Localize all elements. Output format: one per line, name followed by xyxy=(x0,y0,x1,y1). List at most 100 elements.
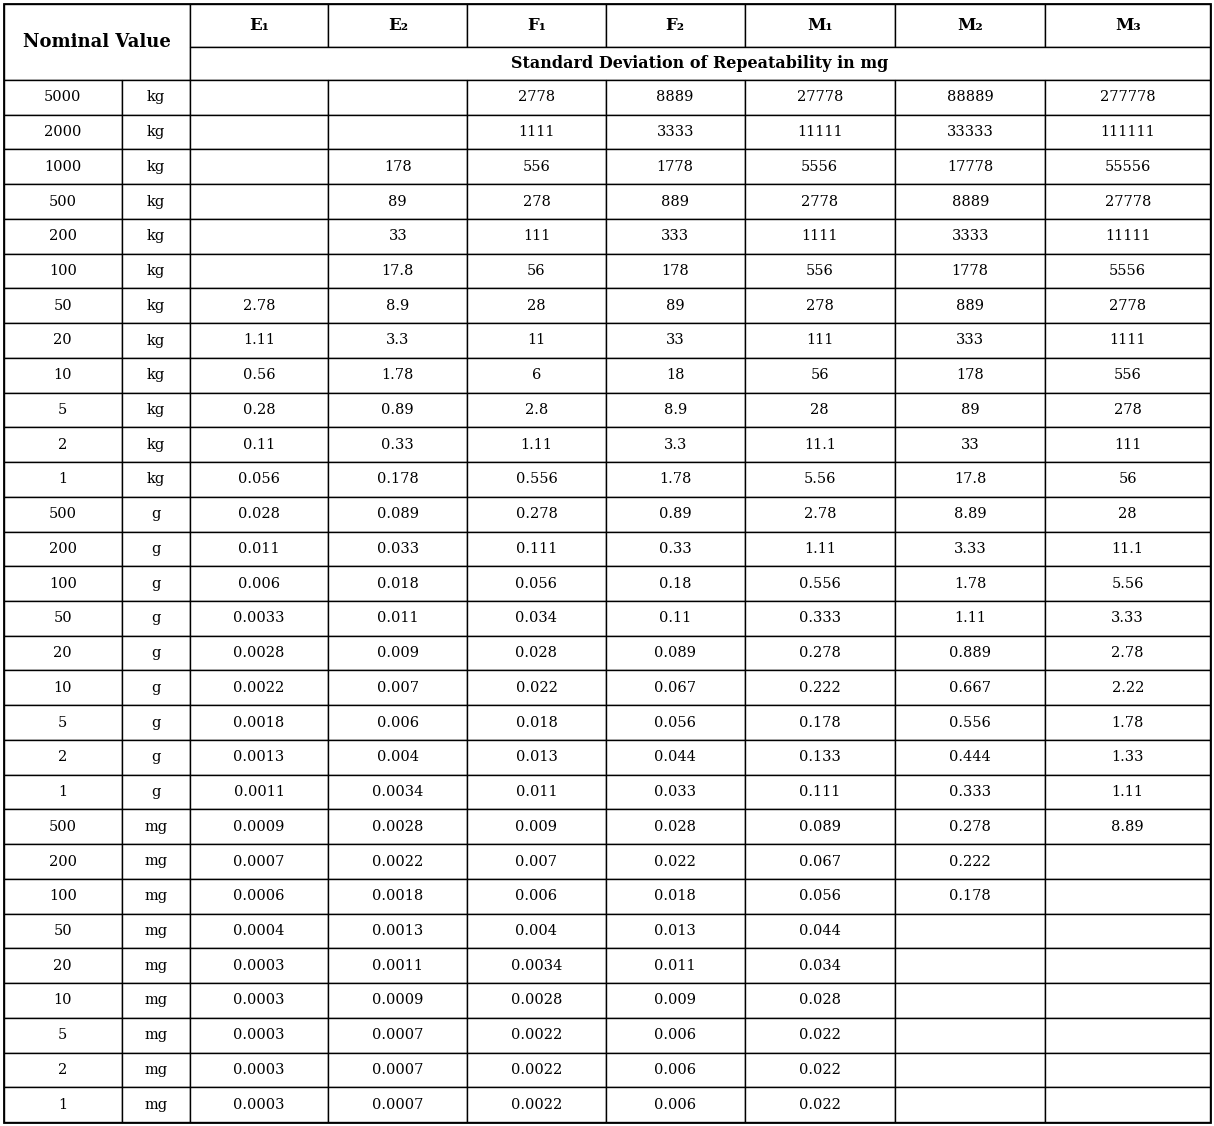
Text: 0.006: 0.006 xyxy=(654,1098,697,1111)
Text: 178: 178 xyxy=(957,368,985,382)
Bar xyxy=(467,1088,606,1121)
Text: 0.018: 0.018 xyxy=(516,715,557,730)
Bar xyxy=(606,80,744,115)
Text: 0.0022: 0.0022 xyxy=(373,855,424,868)
Text: kg: kg xyxy=(147,90,165,105)
Bar xyxy=(895,185,1045,218)
Text: 0.56: 0.56 xyxy=(243,368,276,382)
Bar xyxy=(1045,253,1210,288)
Bar xyxy=(4,810,121,844)
Text: 0.0007: 0.0007 xyxy=(371,1063,424,1076)
Text: 2.22: 2.22 xyxy=(1112,681,1144,695)
Text: 0.556: 0.556 xyxy=(516,473,557,486)
Bar xyxy=(606,323,744,358)
Text: 0.33: 0.33 xyxy=(381,438,414,452)
Text: 0.011: 0.011 xyxy=(654,958,696,973)
Text: 0.022: 0.022 xyxy=(654,855,696,868)
Text: 3333: 3333 xyxy=(952,230,989,243)
Text: E₁: E₁ xyxy=(249,17,270,34)
Text: mg: mg xyxy=(144,1063,168,1076)
Bar xyxy=(329,393,467,428)
Text: 20: 20 xyxy=(53,958,72,973)
Bar xyxy=(895,601,1045,636)
Text: 3.33: 3.33 xyxy=(954,542,987,556)
Bar xyxy=(606,1018,744,1053)
Text: 200: 200 xyxy=(49,230,76,243)
Bar xyxy=(895,150,1045,185)
Text: 3.33: 3.33 xyxy=(1111,611,1144,625)
Text: 0.0028: 0.0028 xyxy=(233,646,285,660)
Bar xyxy=(744,566,895,601)
Text: 0.011: 0.011 xyxy=(378,611,419,625)
Bar xyxy=(329,948,467,983)
Text: 11.1: 11.1 xyxy=(1112,542,1144,556)
Text: 27778: 27778 xyxy=(796,90,843,105)
Bar xyxy=(467,670,606,705)
Bar xyxy=(4,670,121,705)
Bar xyxy=(606,393,744,428)
Bar xyxy=(895,879,1045,913)
Text: 1000: 1000 xyxy=(44,160,81,173)
Text: 3.3: 3.3 xyxy=(664,438,687,452)
Bar xyxy=(467,775,606,810)
Text: 0.667: 0.667 xyxy=(949,681,991,695)
Bar xyxy=(606,775,744,810)
Bar xyxy=(467,705,606,740)
Text: 278: 278 xyxy=(1113,403,1141,417)
Bar xyxy=(121,428,189,462)
Bar xyxy=(744,775,895,810)
Text: g: g xyxy=(151,507,160,521)
Bar xyxy=(895,218,1045,253)
Text: 1: 1 xyxy=(58,473,67,486)
Bar xyxy=(744,983,895,1018)
Bar xyxy=(189,1053,329,1088)
Bar xyxy=(121,253,189,288)
Bar xyxy=(1045,983,1210,1018)
Bar xyxy=(189,497,329,531)
Bar xyxy=(189,115,329,150)
Text: 0.056: 0.056 xyxy=(238,473,280,486)
Text: 0.028: 0.028 xyxy=(238,507,280,521)
Text: 111111: 111111 xyxy=(1100,125,1155,140)
Bar xyxy=(467,462,606,497)
Bar xyxy=(189,983,329,1018)
Bar xyxy=(1045,1018,1210,1053)
Text: 1778: 1778 xyxy=(952,263,988,278)
Bar xyxy=(329,1088,467,1121)
Bar xyxy=(606,1088,744,1121)
Bar xyxy=(329,670,467,705)
Bar xyxy=(4,185,121,218)
Bar xyxy=(329,218,467,253)
Text: g: g xyxy=(151,542,160,556)
Bar xyxy=(329,150,467,185)
Text: mg: mg xyxy=(144,820,168,833)
Text: 111: 111 xyxy=(523,230,550,243)
Text: kg: kg xyxy=(147,473,165,486)
Text: 0.0006: 0.0006 xyxy=(233,890,285,903)
Text: 0.444: 0.444 xyxy=(949,750,991,765)
Text: 556: 556 xyxy=(806,263,834,278)
Bar xyxy=(467,844,606,879)
Bar xyxy=(189,775,329,810)
Bar xyxy=(467,636,606,670)
Text: 0.034: 0.034 xyxy=(516,611,557,625)
Bar xyxy=(1045,948,1210,983)
Bar xyxy=(467,150,606,185)
Text: 89: 89 xyxy=(388,195,407,208)
Bar xyxy=(189,810,329,844)
Bar xyxy=(189,566,329,601)
Bar xyxy=(329,531,467,566)
Text: 28: 28 xyxy=(1118,507,1138,521)
Text: 1: 1 xyxy=(58,1098,67,1111)
Bar xyxy=(606,462,744,497)
Bar xyxy=(189,358,329,393)
Bar xyxy=(606,150,744,185)
Bar xyxy=(121,115,189,150)
Bar xyxy=(329,775,467,810)
Text: 1111: 1111 xyxy=(518,125,555,140)
Text: 0.089: 0.089 xyxy=(654,646,696,660)
Bar xyxy=(329,253,467,288)
Bar xyxy=(606,115,744,150)
Bar xyxy=(1045,1053,1210,1088)
Bar xyxy=(329,358,467,393)
